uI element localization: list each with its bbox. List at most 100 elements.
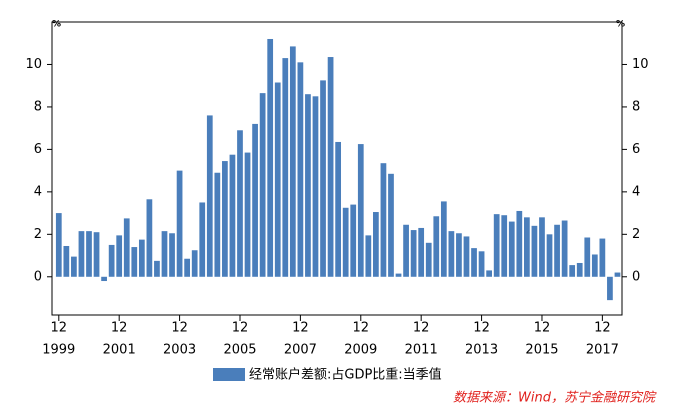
bar — [169, 233, 175, 277]
bar — [327, 57, 334, 277]
x-tick-label: 12 — [51, 321, 68, 336]
source-note: 数据来源：Wind，苏宁金融研究院 — [453, 390, 657, 406]
bar — [546, 234, 553, 277]
y-tick-label: 4 — [34, 184, 42, 199]
bar — [569, 265, 576, 277]
bar — [146, 199, 153, 277]
bar — [320, 80, 326, 277]
bar — [440, 201, 447, 277]
y-tick-label: 6 — [34, 142, 42, 157]
bar — [252, 123, 258, 277]
bar — [584, 237, 591, 277]
bar — [508, 221, 515, 277]
bar — [350, 204, 357, 277]
bar — [576, 262, 583, 277]
x-tick-label: 12 — [171, 321, 188, 336]
bar — [342, 207, 349, 277]
bar — [108, 244, 115, 277]
legend-swatch — [213, 368, 245, 381]
bar — [614, 272, 621, 277]
y-tick-label: 8 — [34, 99, 42, 114]
x-tick-label: 12 — [473, 321, 490, 336]
bar — [138, 239, 145, 277]
bar — [244, 152, 251, 277]
bar — [531, 225, 538, 277]
bar — [365, 235, 372, 277]
y-unit-left: % — [52, 20, 61, 30]
bar — [86, 231, 92, 277]
y2-tick-label: 4 — [632, 184, 640, 199]
bar — [222, 161, 228, 277]
bar — [305, 94, 311, 277]
x-year-label: 2001 — [103, 343, 136, 358]
bar — [191, 250, 198, 277]
bar — [154, 260, 160, 277]
x-tick-label: 12 — [292, 321, 309, 336]
bar — [448, 231, 455, 277]
bar — [373, 212, 379, 277]
bar — [410, 230, 417, 277]
bar — [471, 248, 477, 277]
bar — [433, 216, 440, 277]
bar — [425, 242, 432, 277]
bar — [237, 130, 243, 277]
bar — [206, 115, 213, 277]
bar — [388, 173, 394, 277]
x-year-label: 2015 — [525, 343, 558, 358]
bar — [539, 217, 545, 277]
bar — [418, 227, 425, 277]
bar — [524, 217, 530, 277]
bar — [312, 96, 319, 277]
x-tick-label: 12 — [353, 321, 370, 336]
bar — [357, 144, 364, 277]
bar — [93, 232, 100, 277]
bar — [282, 58, 289, 277]
bar — [456, 233, 462, 277]
bar — [131, 247, 138, 277]
x-tick-label: 12 — [111, 321, 128, 336]
bar — [395, 273, 402, 277]
bar — [501, 215, 508, 277]
bar — [71, 256, 77, 277]
x-tick-label: 12 — [232, 321, 249, 336]
x-year-label: 2017 — [586, 343, 619, 358]
y-tick-label: 0 — [34, 269, 42, 284]
bar — [229, 154, 236, 277]
legend-label: 经常账户差额:占GDP比重:当季值 — [249, 367, 442, 383]
bar — [380, 163, 387, 277]
bar — [267, 38, 274, 277]
bar — [259, 93, 266, 277]
x-tick-label: 12 — [594, 321, 611, 336]
bar — [554, 224, 560, 277]
bar — [55, 213, 62, 277]
bar — [214, 172, 221, 277]
bar — [591, 254, 598, 277]
bar — [463, 236, 470, 277]
bar — [297, 62, 304, 277]
plot-frame — [51, 21, 623, 316]
bar — [516, 210, 523, 277]
x-year-label: 2009 — [344, 343, 377, 358]
y2-tick-label: 10 — [632, 57, 649, 72]
x-year-label: 2003 — [163, 343, 196, 358]
bar — [63, 245, 70, 277]
bar — [599, 238, 606, 277]
y2-tick-label: 6 — [632, 142, 640, 157]
bar — [123, 218, 130, 277]
y-tick-label: 2 — [34, 227, 42, 242]
bar — [403, 224, 409, 277]
bar — [78, 231, 85, 277]
bar — [161, 231, 168, 277]
bar — [289, 46, 296, 277]
x-year-label: 1999 — [42, 343, 75, 358]
x-year-label: 2013 — [465, 343, 498, 358]
y2-tick-label: 0 — [632, 269, 640, 284]
bar — [561, 220, 568, 277]
bar — [486, 270, 492, 277]
bar — [184, 258, 191, 277]
bar — [335, 141, 342, 277]
x-tick-label: 12 — [534, 321, 551, 336]
y-unit-right: % — [616, 20, 625, 30]
y2-tick-label: 8 — [632, 99, 640, 114]
